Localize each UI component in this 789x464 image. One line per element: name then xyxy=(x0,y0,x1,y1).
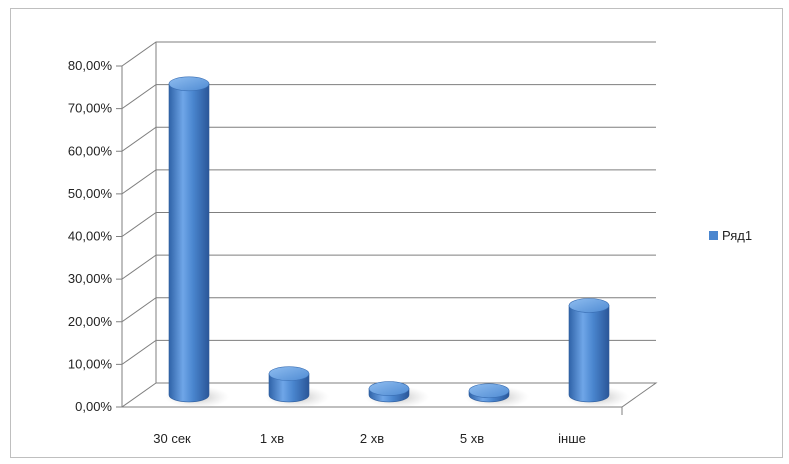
bar-cap xyxy=(468,383,510,399)
bar-body xyxy=(568,305,610,403)
y-tick-label: 50,00% xyxy=(68,186,113,201)
legend: Ряд1 xyxy=(709,228,752,243)
y-tick-label: 40,00% xyxy=(68,229,113,244)
bar xyxy=(465,383,529,408)
y-tick-label: 20,00% xyxy=(68,314,113,329)
gridline xyxy=(121,41,656,67)
x-tick-label: 5 хв xyxy=(460,431,484,446)
y-tick-label: 70,00% xyxy=(68,101,113,116)
x-tick-label: 30 сек xyxy=(153,431,191,446)
gridline xyxy=(121,169,656,195)
gridline xyxy=(121,126,656,152)
legend-swatch xyxy=(709,231,718,240)
bar-body xyxy=(268,373,310,403)
y-tick-label: 80,00% xyxy=(68,58,113,73)
y-tick-label: 0,00% xyxy=(75,399,112,414)
gridlines xyxy=(121,41,656,365)
bar-body xyxy=(168,83,210,403)
y-axis: 0,00% 10,00% 20,00% 30,00% 40,00% 50,00% 60,00… xyxy=(68,58,122,414)
bars xyxy=(165,76,629,408)
bar-cap xyxy=(368,381,410,396)
gridline xyxy=(121,339,656,365)
gridline xyxy=(121,297,656,323)
x-tick-label: 1 хв xyxy=(260,431,284,446)
x-tick-label: 2 хв xyxy=(360,431,384,446)
gridline xyxy=(121,254,656,280)
bar-cap xyxy=(168,76,210,92)
x-tick-label: інше xyxy=(558,431,586,446)
bar xyxy=(565,298,629,408)
bar xyxy=(365,381,429,408)
y-tick-label: 30,00% xyxy=(68,271,113,286)
bar-cap xyxy=(568,298,610,313)
bar xyxy=(265,366,329,408)
y-tick-label: 60,00% xyxy=(68,143,113,158)
y-tick-label: 10,00% xyxy=(68,356,113,371)
gridline xyxy=(121,84,656,110)
bar xyxy=(165,76,229,408)
legend-label: Ряд1 xyxy=(722,228,752,243)
x-axis: 30 сек 1 хв 2 хв 5 хв інше xyxy=(153,431,586,446)
gridline xyxy=(121,212,656,237)
bar-cap xyxy=(268,366,310,381)
